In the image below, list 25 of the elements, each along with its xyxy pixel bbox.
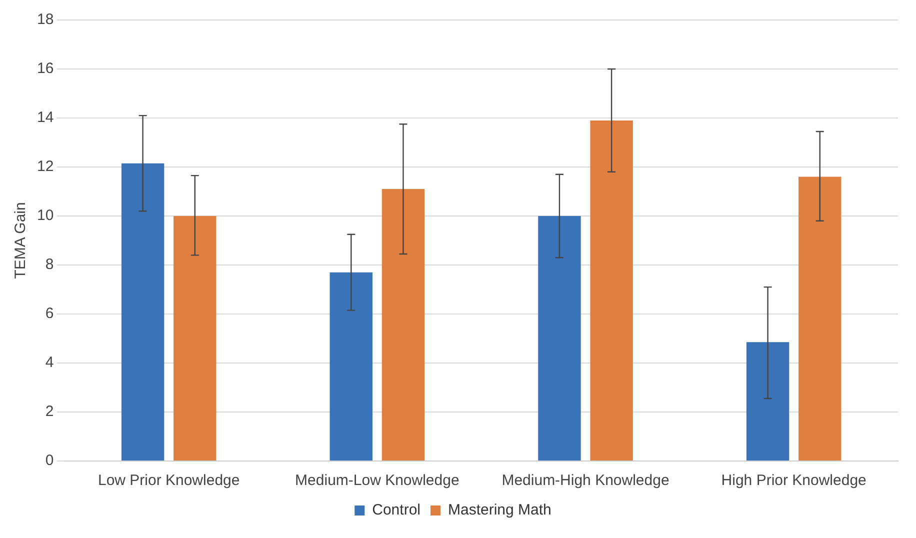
- x-tick-label: High Prior Knowledge: [721, 472, 866, 490]
- y-tick-label: 4: [45, 354, 54, 372]
- bar: [121, 163, 164, 460]
- y-tick-label: 12: [36, 158, 54, 176]
- y-tick-label: 10: [36, 207, 54, 224]
- y-tick-label: 14: [36, 109, 54, 126]
- bar: [746, 342, 790, 460]
- legend-label: Mastering Math: [448, 502, 552, 519]
- x-tick-label: Medium-Low Knowledge: [295, 472, 460, 490]
- y-tick-label: 0: [45, 452, 54, 470]
- y-axis-title: TEMA Gain: [12, 202, 30, 279]
- y-tick-label: 18: [36, 11, 54, 28]
- y-tick-label: 2: [45, 403, 54, 420]
- y-tick-label: 8: [45, 256, 54, 274]
- x-tick-label: Low Prior Knowledge: [98, 472, 240, 490]
- bar: [174, 216, 216, 460]
- x-tick-label: Medium-High Knowledge: [502, 472, 670, 490]
- bar: [382, 189, 425, 460]
- bar: [330, 272, 372, 460]
- bar: [590, 120, 633, 460]
- bar: [798, 176, 842, 460]
- legend-label: Control: [372, 502, 420, 519]
- y-tick-label: 6: [45, 305, 54, 322]
- y-tick-label: 16: [36, 60, 54, 78]
- bar: [538, 216, 581, 460]
